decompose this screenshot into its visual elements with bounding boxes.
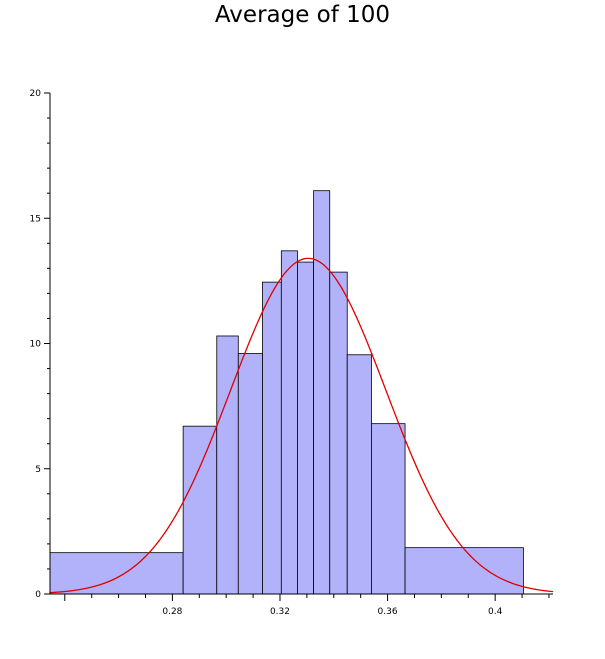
x-tick-label: 0.32 — [270, 607, 290, 617]
histogram-bar-1 — [49, 552, 184, 595]
histogram-bar-6 — [280, 250, 298, 595]
histogram-bar-8 — [313, 190, 331, 595]
x-tick-label: 0.28 — [162, 607, 182, 617]
y-tick-label: 10 — [30, 340, 42, 350]
histogram-bars — [49, 190, 524, 595]
chart-axes: 0 5 10 15 20 0.28 0.32 0.36 0.4 — [30, 89, 553, 617]
x-tick-label: 0.4 — [488, 607, 503, 617]
y-tick-label: 0 — [35, 590, 41, 600]
y-tick-label: 15 — [30, 214, 41, 224]
histogram-bar-2 — [182, 425, 218, 595]
y-tick-label: 5 — [35, 465, 41, 475]
histogram-bar-11 — [371, 423, 406, 595]
y-tick-label: 20 — [30, 89, 42, 99]
x-tick-label: 0.36 — [378, 607, 398, 617]
histogram-bar-9 — [329, 271, 348, 595]
histogram-bar-4 — [237, 353, 263, 595]
histogram-bar-12 — [404, 547, 524, 595]
histogram-bar-10 — [346, 354, 372, 595]
histogram-bar-7 — [297, 261, 315, 595]
chart-title: Average of 100 — [214, 2, 391, 28]
histogram-bar-5 — [262, 281, 282, 595]
histogram-bar-3 — [216, 335, 239, 595]
density-curve — [49, 257, 554, 594]
